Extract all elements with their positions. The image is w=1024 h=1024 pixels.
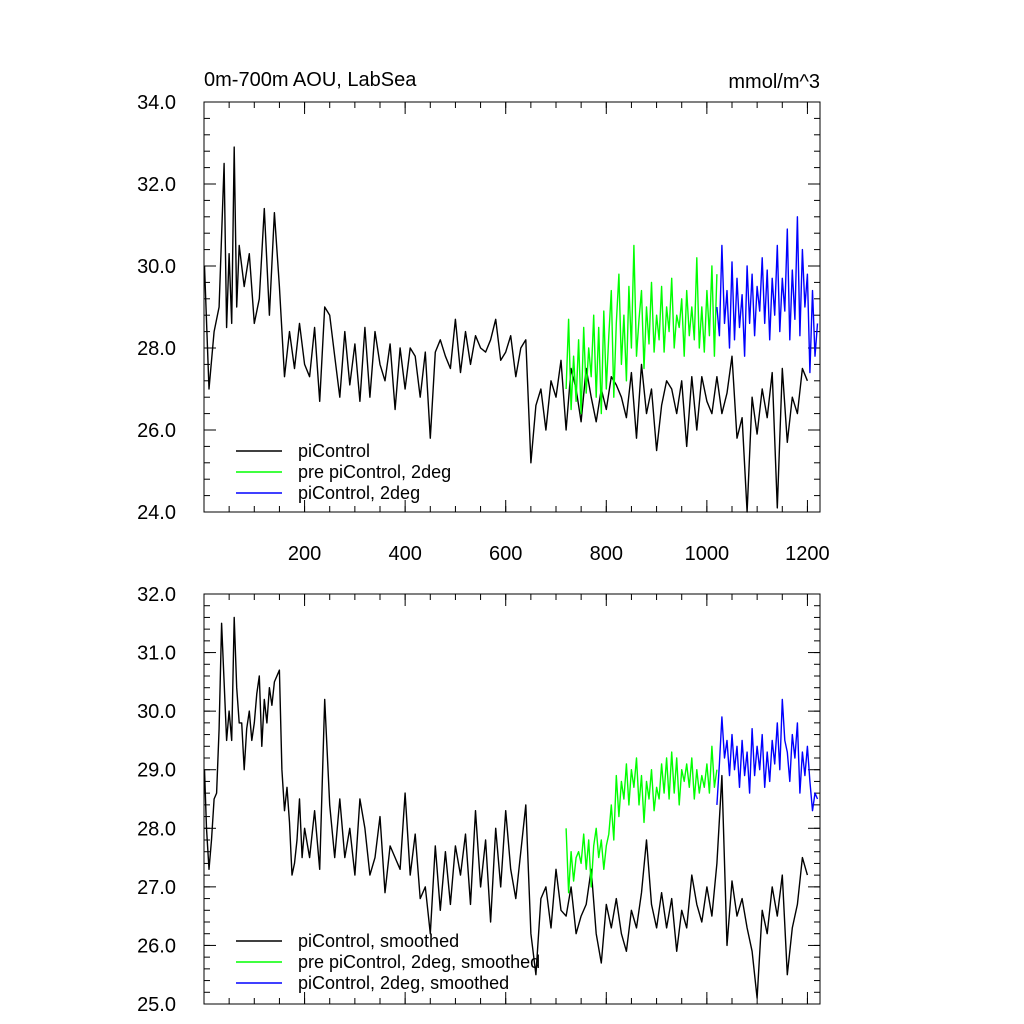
- series-line-1: [203, 616, 809, 999]
- y-tick-label: 28.0: [137, 818, 176, 840]
- y-tick-label: 28.0: [137, 338, 176, 360]
- bottom-panel: 25.0 26.0 27.0 28.0 29.0 30.0 31.0 32.0 piContro…: [137, 584, 821, 1016]
- series-line-3: [716, 698, 819, 812]
- chart-units: mmol/m^3: [728, 71, 820, 93]
- legend-label: piControl: [298, 441, 370, 461]
- legend-label: piControl, 2deg: [298, 483, 420, 503]
- top-panel: 24.0 26.0 28.0 30.0 32.0 34.0 200 400 600 800 1000…: [137, 92, 830, 565]
- y-tick-label: 27.0: [137, 877, 176, 899]
- chart-title: 0m-700m AOU, LabSea: [204, 69, 417, 91]
- plot-frame: [203, 593, 821, 1005]
- y-tick-label: 32.0: [137, 174, 176, 196]
- plot-frame: [203, 101, 821, 513]
- x-tick-label: 400: [388, 543, 421, 565]
- x-tick-label: 200: [288, 543, 321, 565]
- x-tick-label: 600: [489, 543, 522, 565]
- series-line-1: [203, 146, 809, 513]
- x-tick-label: 1200: [785, 543, 830, 565]
- x-tick-label: 800: [590, 543, 623, 565]
- series-line-2: [565, 745, 718, 894]
- legend-label: pre piControl, 2deg: [298, 462, 451, 482]
- y-tick-label: 34.0: [137, 92, 176, 114]
- x-tick-label: 1000: [685, 543, 730, 565]
- y-tick-label: 25.0: [137, 994, 176, 1016]
- y-tick-label: 30.0: [137, 256, 176, 278]
- y-tick-label: 26.0: [137, 935, 176, 957]
- series-line-3: [716, 216, 819, 374]
- y-tick-label: 26.0: [137, 420, 176, 442]
- legend-label: piControl, smoothed: [298, 931, 459, 951]
- y-tick-label: 29.0: [137, 760, 176, 782]
- y-tick-label: 31.0: [137, 643, 176, 665]
- series-line-2: [565, 244, 718, 415]
- y-tick-label: 32.0: [137, 584, 176, 606]
- y-tick-label: 30.0: [137, 701, 176, 723]
- y-tick-label: 24.0: [137, 502, 176, 524]
- legend-label: piControl, 2deg, smoothed: [298, 973, 509, 993]
- legend-label: pre piControl, 2deg, smoothed: [298, 952, 540, 972]
